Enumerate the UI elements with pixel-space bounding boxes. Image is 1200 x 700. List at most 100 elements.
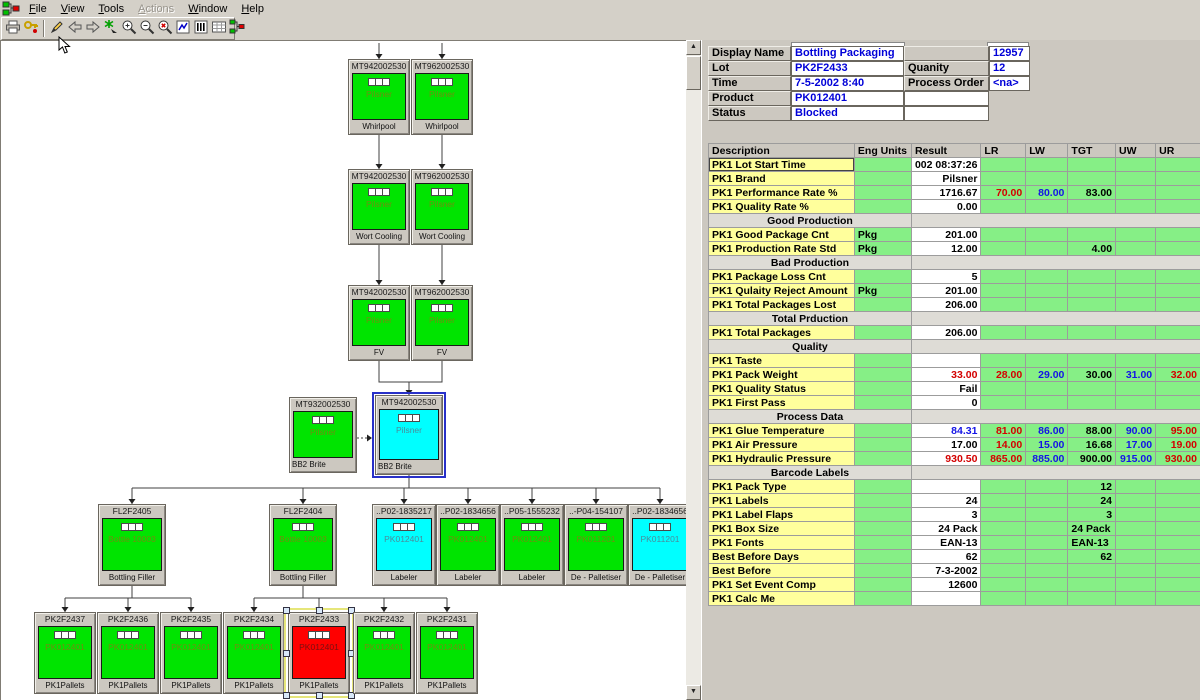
lw-cell	[1025, 381, 1069, 396]
desc-cell[interactable]: PK1 Package Loss Cnt	[708, 269, 855, 284]
node-product: PK012401	[427, 642, 467, 652]
desc-cell[interactable]: PK1 Quality Rate %	[708, 199, 855, 214]
node-product: PK012401	[512, 534, 552, 544]
desc-cell[interactable]: PK1 Calc Me	[708, 591, 855, 606]
grid-button[interactable]	[210, 19, 228, 38]
barcode-button[interactable]	[192, 19, 210, 38]
lot-node-P021834656[interactable]: ..P02-1834656 PK012401 Labeler	[436, 504, 500, 586]
lot-node-MT962002530[interactable]: MT962002530 Pilsner Whirlpool	[411, 59, 473, 135]
desc-cell[interactable]: PK1 First Pass	[708, 395, 855, 410]
zoom-out-button[interactable]	[138, 19, 156, 38]
diagram-vertical-scrollbar[interactable]: ▲ ▼	[686, 40, 701, 700]
info-row: Lot PK2F2433 Quanity 12	[708, 61, 1030, 76]
desc-cell[interactable]: PK1 Pack Weight	[708, 367, 855, 382]
lot-node-MT942002530[interactable]: MT942002530 Pilsner FV	[348, 285, 410, 361]
lot-node-MT962002530[interactable]: MT962002530 Pilsner Wort Cooling	[411, 169, 473, 245]
selection-handle[interactable]	[348, 607, 355, 614]
lot-node-P04154107[interactable]: ..-P04-154107 PK011201 De - Palletiser	[564, 504, 628, 586]
lot-node-PK2F2437[interactable]: PK2F2437 PK012401 PK1Pallets	[34, 612, 96, 694]
desc-cell[interactable]: PK1 Total Packages	[708, 325, 855, 340]
details-panel: Display Name Bottling Packaging 12957 Lot PK…	[701, 40, 1200, 700]
menu-help[interactable]: Help	[241, 2, 264, 15]
desc-cell[interactable]: PK1 Lot Start Time	[708, 157, 855, 172]
desc-cell[interactable]: PK1 Fonts	[708, 535, 855, 550]
desc-cell[interactable]: PK1 Air Pressure	[708, 437, 855, 452]
uw-cell	[1115, 157, 1157, 172]
forward-button[interactable]	[84, 19, 102, 38]
lw-cell	[1025, 535, 1069, 550]
node-unit: Wort Cooling	[355, 232, 403, 241]
uw-cell	[1115, 325, 1157, 340]
lot-node-FL2F2405[interactable]: FL2F2405 Bottle 10003 Bottling Filler	[98, 504, 166, 586]
info-value	[904, 91, 989, 106]
zoom-in-button[interactable]	[120, 19, 138, 38]
desc-cell[interactable]: PK1 Pack Type	[708, 479, 855, 494]
desc-cell[interactable]: PK1 Good Package Cnt	[708, 227, 855, 242]
permissions-button[interactable]	[22, 19, 40, 38]
lot-node-PK2F2432[interactable]: PK2F2432 PK012401 PK1Pallets	[353, 612, 415, 694]
selection-handle[interactable]	[316, 607, 323, 614]
node-body: Bottle 10003	[273, 518, 333, 571]
selection-handle[interactable]	[348, 692, 355, 699]
node-body: PK012401	[292, 626, 346, 679]
desc-cell[interactable]: PK1 Brand	[708, 171, 855, 186]
scroll-up-button[interactable]: ▲	[686, 40, 701, 55]
desc-cell[interactable]: PK1 Set Event Comp	[708, 577, 855, 592]
desc-cell[interactable]: Best Before Days	[708, 549, 855, 564]
node-body: PK012401	[357, 626, 411, 679]
lot-node-P021835217[interactable]: ..P02-1835217 PK012401 Labeler	[372, 504, 436, 586]
back-button[interactable]	[66, 19, 84, 38]
go-to-button[interactable]	[102, 19, 120, 38]
lot-node-MT942002530[interactable]: MT942002530 Pilsner Wort Cooling	[348, 169, 410, 245]
desc-cell[interactable]: Best Before	[708, 563, 855, 578]
lot-node-PK2F2434[interactable]: PK2F2434 PK012401 PK1Pallets	[223, 612, 285, 694]
section-row: Total Prduction	[708, 311, 1200, 326]
menu-view[interactable]: View	[60, 2, 85, 15]
menu-file[interactable]: File	[29, 2, 47, 15]
menu-actions[interactable]: Actions	[138, 2, 175, 15]
desc-cell[interactable]: PK1 Glue Temperature	[708, 423, 855, 438]
lot-node-P021834656[interactable]: ..P02-1834656 PK011201 De - Palletiser	[628, 504, 687, 586]
zoom-reset-button[interactable]	[156, 19, 174, 38]
desc-cell[interactable]: PK1 Box Size	[708, 521, 855, 536]
desc-cell[interactable]: PK1 Hydraulic Pressure	[708, 451, 855, 466]
menu-tools[interactable]: Tools	[98, 2, 125, 15]
lot-node-MT942002530[interactable]: MT942002530 Pilsner Whirlpool	[348, 59, 410, 135]
desc-cell[interactable]: PK1 Labels	[708, 493, 855, 508]
desc-cell[interactable]: PK1 Production Rate Std	[708, 241, 855, 256]
node-lot-id: PK2F2434	[233, 614, 275, 624]
lot-node-MT932002530[interactable]: MT932002530 Pilsner BB2 Brite	[289, 397, 357, 473]
lot-node-PK2F2431[interactable]: PK2F2431 PK012401 PK1Pallets	[416, 612, 478, 694]
cassette-cell	[300, 524, 306, 530]
lot-node-FL2F2404[interactable]: FL2F2404 Bottle 10003 Bottling Filler	[269, 504, 337, 586]
selection-handle[interactable]	[283, 607, 290, 614]
edit-button[interactable]	[48, 19, 66, 38]
selection-handle[interactable]	[283, 692, 290, 699]
selection-handle[interactable]	[316, 692, 323, 699]
cassette-cell	[446, 305, 452, 311]
trend-button[interactable]	[174, 19, 192, 38]
genealogy-button[interactable]	[228, 19, 246, 38]
scroll-down-button[interactable]: ▼	[686, 685, 701, 700]
desc-cell[interactable]: PK1 Total Packages Lost	[708, 297, 855, 312]
print-button[interactable]	[4, 19, 22, 38]
selection-handle[interactable]	[283, 650, 290, 657]
desc-cell[interactable]: PK1 Label Flaps	[708, 507, 855, 522]
cassette-cell	[406, 415, 412, 421]
desc-cell[interactable]: PK1 Performance Rate %	[708, 185, 855, 200]
desc-cell[interactable]: PK1 Taste	[708, 353, 855, 368]
menu-window[interactable]: Window	[188, 2, 228, 15]
toolbar	[0, 17, 1200, 40]
desc-cell[interactable]: PK1 Quality Status	[708, 381, 855, 396]
scrollbar-thumb[interactable]	[686, 56, 701, 90]
lot-node-P051555232[interactable]: ..P05-1555232 PK012401 Labeler	[500, 504, 564, 586]
lot-node-PK2F2436[interactable]: PK2F2436 PK012401 PK1Pallets	[97, 612, 159, 694]
desc-cell[interactable]: PK1 Qulaity Reject Amount	[708, 283, 855, 298]
menu-bar: File View Tools Actions Window Help	[0, 0, 1200, 17]
r-cell: 24	[910, 493, 982, 508]
lot-node-MT962002530[interactable]: MT962002530 Pilsner FV	[411, 285, 473, 361]
lot-node-MT942002530[interactable]: MT942002530 Pilsner BB2 Brite	[372, 392, 446, 478]
lot-node-PK2F2433[interactable]: PK2F2433 PK012401 PK1Pallets	[288, 612, 350, 694]
lot-node-PK2F2435[interactable]: PK2F2435 PK012401 PK1Pallets	[160, 612, 222, 694]
